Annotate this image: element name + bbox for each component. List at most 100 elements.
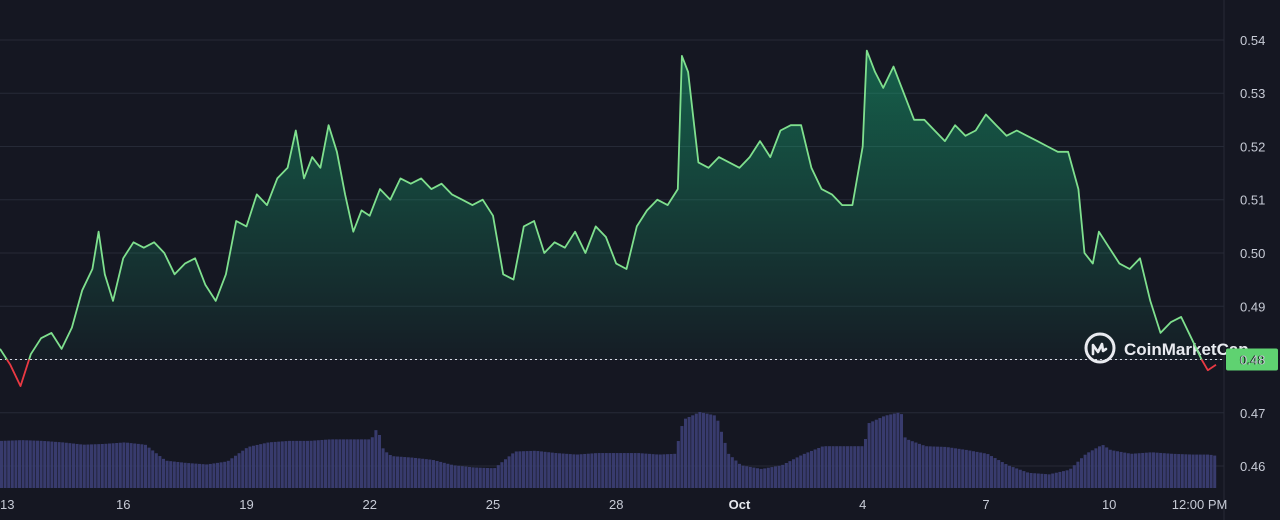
volume-bar bbox=[334, 439, 338, 488]
volume-bar bbox=[932, 446, 936, 488]
volume-bar bbox=[460, 466, 464, 488]
volume-bar bbox=[936, 446, 939, 488]
volume-bar bbox=[1083, 454, 1087, 488]
volume-bar bbox=[356, 439, 360, 488]
volume-bar bbox=[986, 454, 990, 488]
volume-bar bbox=[21, 440, 25, 488]
volume-bar bbox=[777, 465, 781, 488]
volume-bar bbox=[1087, 452, 1091, 488]
volume-bar bbox=[1040, 473, 1044, 488]
volume-bar bbox=[1022, 471, 1026, 488]
volume-bar bbox=[280, 441, 284, 488]
volume-bar bbox=[637, 453, 641, 488]
volume-bar bbox=[25, 440, 29, 488]
volume-bar bbox=[129, 443, 133, 488]
volume-bar bbox=[309, 440, 313, 488]
volume-bar bbox=[1152, 452, 1155, 488]
volume-bar bbox=[14, 440, 18, 488]
volume-bar bbox=[39, 440, 43, 488]
volume-bar bbox=[680, 426, 684, 488]
volume-bar bbox=[291, 440, 295, 488]
volume-bar bbox=[126, 442, 129, 488]
volume-bar bbox=[1080, 458, 1083, 488]
volume-bar bbox=[75, 443, 79, 488]
volume-bar bbox=[558, 453, 561, 488]
volume-bar bbox=[352, 439, 356, 488]
volume-bar bbox=[561, 453, 565, 488]
volume-bar bbox=[295, 440, 299, 488]
volume-bar bbox=[698, 412, 702, 488]
x-tick-label: Oct bbox=[729, 497, 751, 512]
volume-bar bbox=[885, 415, 889, 488]
volume-bar bbox=[727, 453, 731, 488]
volume-bar bbox=[543, 451, 547, 488]
volume-bar bbox=[1105, 447, 1109, 488]
volume-bar bbox=[806, 452, 810, 488]
volume-bar bbox=[846, 446, 849, 488]
volume-bar bbox=[536, 451, 540, 488]
volume-bar bbox=[579, 454, 583, 488]
volume-bar bbox=[831, 446, 835, 488]
volume-bar bbox=[226, 460, 230, 488]
volume-bar bbox=[1112, 450, 1116, 488]
volume-bar bbox=[514, 451, 518, 488]
volume-bar bbox=[896, 412, 900, 488]
volume-bar bbox=[1065, 470, 1069, 488]
volume-bar bbox=[1148, 452, 1152, 488]
volume-bar bbox=[1000, 462, 1004, 488]
price-area-fill bbox=[0, 50, 1216, 360]
y-tick-label: 0.46 bbox=[1240, 459, 1265, 474]
volume-bar bbox=[1144, 452, 1148, 488]
volume-bar bbox=[867, 423, 871, 488]
volume-bar bbox=[57, 442, 61, 488]
volume-bar bbox=[147, 447, 151, 488]
volume-bar bbox=[46, 441, 50, 488]
volume-bar bbox=[28, 440, 32, 488]
volume-bar bbox=[784, 462, 788, 488]
volume-bar bbox=[864, 439, 867, 488]
volume-bar bbox=[770, 467, 774, 488]
coinmarketcap-watermark: CoinMarketCap bbox=[1084, 332, 1249, 364]
volume-bar bbox=[997, 460, 1001, 488]
volume-bar bbox=[54, 441, 57, 488]
volume-bar bbox=[1026, 472, 1029, 488]
volume-bar bbox=[392, 456, 396, 488]
volume-bar bbox=[604, 453, 608, 488]
volume-bar bbox=[266, 442, 270, 488]
volume-bar bbox=[993, 458, 997, 488]
volume-bar bbox=[586, 453, 590, 488]
volume-bar bbox=[90, 444, 93, 488]
volume-bar bbox=[122, 442, 126, 488]
volume-bar bbox=[1184, 454, 1188, 488]
volume-bar bbox=[1123, 452, 1127, 488]
volume-bar bbox=[496, 465, 500, 488]
x-axis: 13 16 19 22 25 28 Oct 4 7 10 12:00 PM bbox=[0, 497, 1227, 512]
volume-bar bbox=[1134, 453, 1137, 488]
volume-bar bbox=[450, 464, 453, 488]
volume-bar bbox=[673, 453, 677, 488]
volume-bar bbox=[1047, 474, 1051, 488]
volume-bar bbox=[950, 447, 954, 488]
volume-bar bbox=[108, 443, 111, 488]
volume-bar bbox=[136, 443, 140, 488]
x-tick-label: 16 bbox=[116, 497, 130, 512]
volume-bar bbox=[3, 440, 7, 488]
volume-bar bbox=[1130, 453, 1134, 488]
volume-bar bbox=[813, 449, 817, 488]
volume-bar bbox=[1108, 449, 1112, 488]
volume-bar bbox=[453, 465, 457, 488]
y-axis: 0.46 0.47 0.48 0.49 0.50 0.51 0.52 0.53 0.54 bbox=[1240, 33, 1265, 474]
volume-bar bbox=[0, 440, 3, 488]
volume-bar bbox=[478, 467, 482, 488]
volume-bar bbox=[64, 442, 68, 488]
volume-bar bbox=[169, 461, 173, 488]
volume-bar bbox=[331, 439, 335, 488]
volume-bar bbox=[1170, 453, 1173, 488]
volume-bar bbox=[892, 413, 896, 488]
volume-bar bbox=[540, 451, 543, 488]
volume-bar bbox=[694, 413, 698, 488]
volume-bar bbox=[1202, 454, 1206, 488]
volume-bar bbox=[712, 415, 716, 488]
volume-bar bbox=[1072, 465, 1076, 488]
volume-bar bbox=[457, 465, 461, 488]
